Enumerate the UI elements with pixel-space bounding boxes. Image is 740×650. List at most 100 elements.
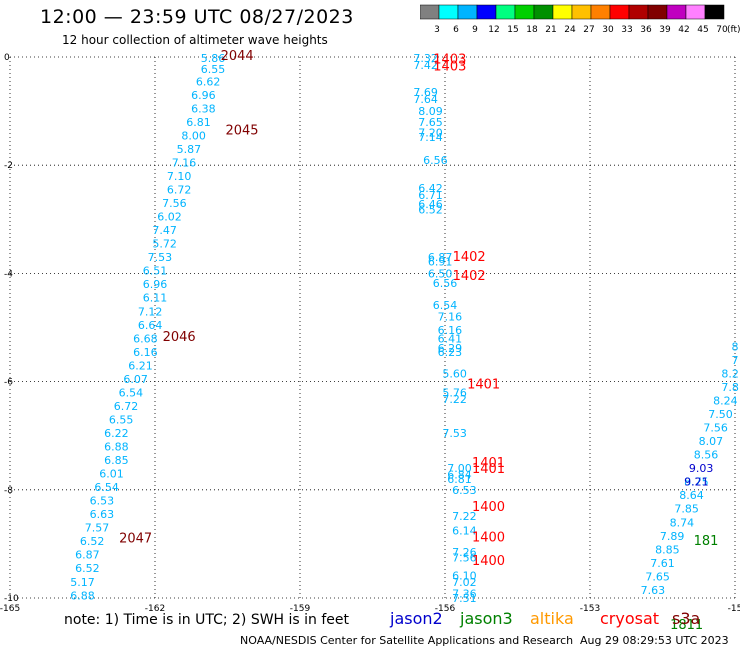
wave-height-value: 6.62 — [196, 75, 221, 88]
time-annotation: 2044 — [221, 49, 254, 64]
colorbar-label: 3 — [434, 25, 440, 34]
wave-height-value: 7.22 — [452, 510, 477, 523]
wave-height-value: 8.64 — [679, 489, 704, 502]
time-annotation: 2045 — [225, 124, 258, 139]
wave-height-value: 7.64 — [413, 93, 438, 106]
wave-height-value: 5.60 — [442, 367, 467, 380]
wave-height-value: 8.24 — [713, 395, 738, 408]
colorbar-label: 42 — [678, 25, 689, 34]
wave-height-value: 5.72 — [152, 238, 177, 251]
colorbar-unit: (ft) — [727, 25, 740, 34]
wave-height-value: 6.52 — [418, 204, 443, 217]
wave-height-value: 7.14 — [418, 131, 443, 144]
colorbar-label: 15 — [507, 25, 518, 34]
wave-height-value: 6.81 — [186, 116, 211, 129]
wave-height-value: 7.65 — [645, 570, 670, 583]
time-annotation: 181 — [694, 534, 719, 549]
wave-height-value: 6.21 — [128, 359, 153, 372]
wave-height-value: 7.36 — [452, 588, 477, 601]
wave-height-value: 8.2 — [721, 367, 739, 380]
time-annotation: 1403 — [433, 53, 466, 68]
colorbar-label: 24 — [564, 25, 576, 34]
wave-height-value: 8.09 — [418, 105, 443, 118]
wave-height-value: 6.42 — [418, 182, 443, 195]
time-annotation: 1400 — [472, 500, 505, 515]
time-annotation: 1400 — [472, 554, 505, 569]
wave-height-value: 7.56 — [703, 422, 728, 435]
wave-height-value: 7.53 — [442, 427, 467, 440]
colorbar-label: 9 — [472, 25, 478, 34]
wave-height-value: 6.51 — [143, 265, 168, 278]
wave-height-value: 8.56 — [694, 449, 719, 462]
page-subtitle: 12 hour collection of altimeter wave hei… — [62, 33, 328, 47]
wave-height-value: 6.54 — [433, 299, 458, 312]
colorbar-label: 21 — [545, 25, 556, 34]
wave-height-value: 6.11 — [143, 292, 168, 305]
wave-height-value: 7.50 — [708, 408, 733, 421]
wave-height-value: 6.71 — [418, 189, 443, 202]
wave-height-value: 7.16 — [438, 311, 463, 324]
wave-height-value: 6.68 — [133, 332, 158, 345]
wave-height-value: 7.65 — [418, 116, 443, 129]
y-tick-label: -10 — [4, 594, 19, 604]
colorbar-label: 6 — [453, 25, 459, 34]
wave-height-value: 6.52 — [80, 535, 105, 548]
wave-height-value: 9.21 — [684, 476, 709, 489]
colorbar-label: 45 — [697, 25, 708, 34]
wave-height-value: 7.61 — [650, 557, 675, 570]
wave-height-value: 6.29 — [438, 342, 463, 355]
footer-note: note: 1) Time is in UTC; 2) SWH is in fe… — [64, 612, 350, 628]
wave-height-value: 6.54 — [119, 386, 144, 399]
wave-height-value: 6.16 — [133, 346, 158, 359]
wave-height-value: 6.88 — [70, 589, 95, 602]
wave-height-value: 5.87 — [177, 143, 202, 156]
wave-height-value: 6.53 — [90, 495, 115, 508]
wave-height-value: 6.07 — [123, 373, 148, 386]
footer-credit: NOAA/NESDIS Center for Satellite Applica… — [240, 634, 574, 647]
colorbar-legend: 3 6 9 12 15 18 21 24 27 30 33 36 39 42 45 70 (ft) — [420, 4, 740, 34]
wave-height-value: 5.86 — [201, 52, 226, 65]
wave-height-value: 7.32 — [413, 52, 438, 65]
wave-height-value: 6.96 — [143, 278, 168, 291]
time-annotation: 1403 — [433, 60, 466, 75]
colorbar-label: 12 — [488, 25, 499, 34]
legend-jason2: jason2 — [390, 609, 443, 628]
y-tick-label: -2 — [4, 161, 13, 171]
time-annotation: 2047 — [119, 531, 152, 546]
legend-altika: altika — [530, 609, 574, 628]
wave-height-value: 7.42 — [413, 59, 438, 72]
wave-height-value: 6.46 — [418, 198, 443, 211]
wave-height-value: 6.01 — [99, 468, 124, 481]
wave-height-value: 7.57 — [85, 522, 110, 535]
y-tick-label: 0 — [4, 53, 10, 63]
colorbar-label: 30 — [602, 25, 614, 34]
wave-height-value: 7 — [732, 354, 739, 367]
wave-height-value: 7.51 — [452, 592, 477, 605]
wave-height-value: 6.87 — [75, 549, 100, 562]
time-annotation: 1401 — [467, 377, 500, 392]
wave-height-value: 6.87 — [428, 251, 453, 264]
wave-height-value: 6.56 — [433, 277, 458, 290]
wave-height-value: 6.41 — [438, 332, 463, 345]
wave-height-value: 6.16 — [438, 324, 463, 337]
time-annotation: 1401 — [472, 462, 505, 477]
time-annotation: 2046 — [163, 330, 196, 345]
y-tick-label: -4 — [4, 269, 13, 279]
wave-height-value: 6.91 — [428, 255, 453, 268]
wave-height-value: 5.76 — [442, 386, 467, 399]
wave-height-value: 8.74 — [670, 516, 695, 529]
wave-height-value: 6.53 — [452, 484, 477, 497]
time-annotation: 1811 — [670, 618, 703, 633]
wave-height-value: 6.22 — [104, 427, 129, 440]
wave-height-value: 6.55 — [201, 63, 226, 76]
colorbar-label: 36 — [640, 25, 652, 34]
wave-height-value: 8.85 — [655, 543, 680, 556]
wave-height-value: 7.22 — [442, 393, 467, 406]
wave-height-value: 7.89 — [660, 530, 685, 543]
colorbar-label: 70 — [716, 25, 728, 34]
footer-timestamp: Aug 29 08:29:53 UTC 2023 — [580, 634, 729, 647]
colorbar-label: 33 — [621, 25, 632, 34]
wave-height-value: 6.38 — [191, 102, 216, 115]
wave-height-value: 7.10 — [167, 170, 192, 183]
wave-height-value: 6.23 — [438, 346, 463, 359]
